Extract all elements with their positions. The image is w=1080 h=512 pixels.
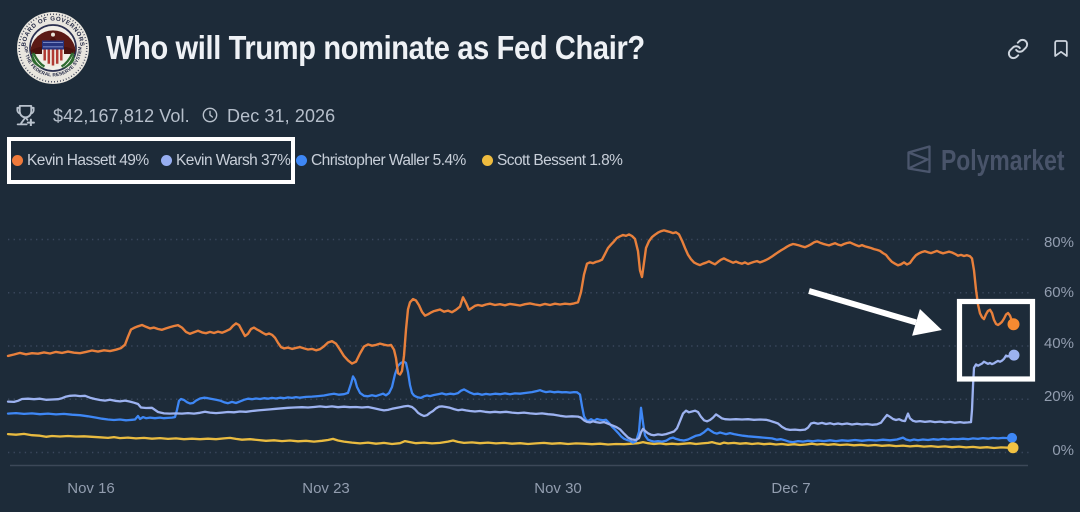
svg-text:60%: 60% (1044, 284, 1074, 301)
svg-text:0%: 0% (1052, 442, 1074, 459)
svg-text:Nov 23: Nov 23 (302, 480, 350, 497)
svg-text:40%: 40% (1044, 335, 1074, 352)
svg-text:Nov 30: Nov 30 (534, 480, 582, 497)
svg-text:20%: 20% (1044, 388, 1074, 405)
svg-text:Dec 7: Dec 7 (771, 480, 810, 497)
svg-text:80%: 80% (1044, 234, 1074, 251)
svg-text:Nov 16: Nov 16 (67, 480, 115, 497)
